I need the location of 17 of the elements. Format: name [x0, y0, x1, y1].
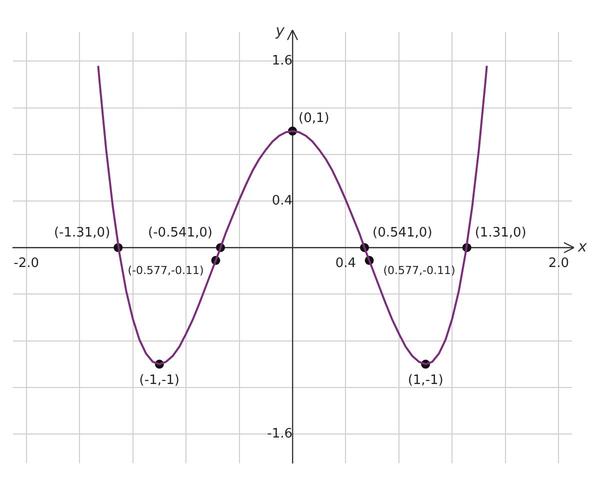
x-tick-label: 0.4 [335, 256, 356, 271]
annotation: (1,-1) [408, 373, 444, 388]
annotation: (-0.541,0) [148, 225, 213, 240]
x-tick-label: -2.0 [14, 256, 39, 271]
annotation: (-1.31,0) [54, 225, 110, 240]
x-tick-label: 2.0 [548, 256, 570, 271]
y-axis-title: y [274, 21, 286, 40]
annotation: (0.541,0) [372, 225, 432, 240]
y-tick-label: 1.6 [272, 54, 292, 69]
x-axis-title: x [577, 237, 587, 256]
annotation: (-1,-1) [139, 373, 180, 388]
annotation: (0,1) [298, 110, 330, 126]
annotation: (1.31,0) [474, 225, 526, 240]
annotation: (0.577,-0.11) [383, 264, 456, 277]
y-tick-label: -1.6 [267, 426, 292, 442]
y-tick-label: 0.4 [272, 193, 292, 208]
annotation: (-0.577,-0.11) [128, 264, 204, 277]
